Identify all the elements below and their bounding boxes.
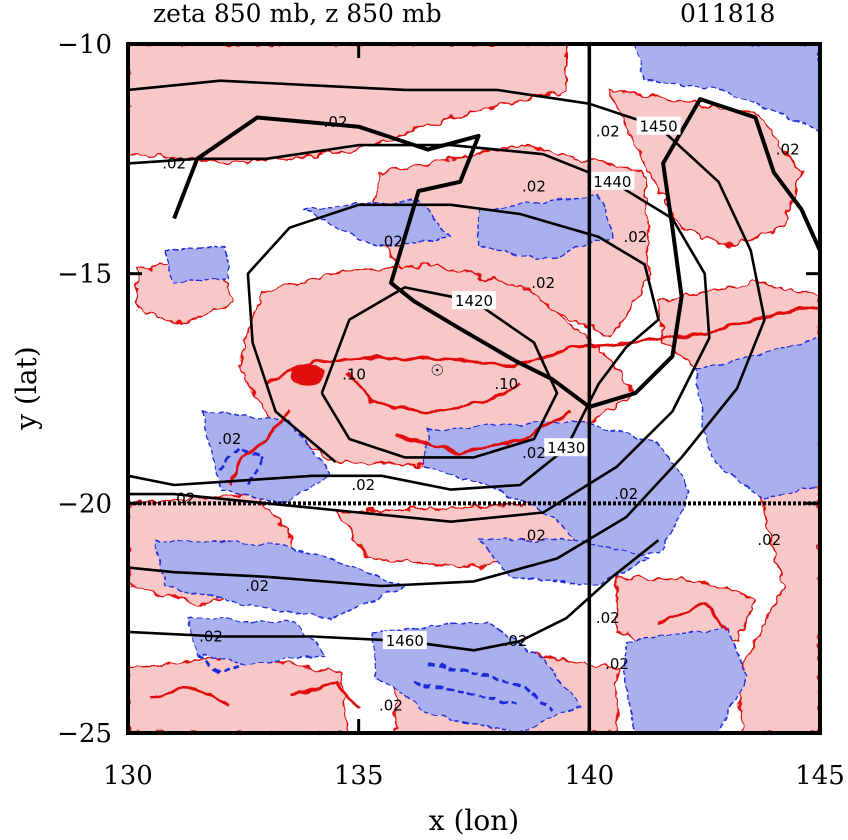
chart-title: zeta 850 mb, z 850 mb bbox=[153, 0, 442, 28]
vorticity-contour-label: .02 bbox=[504, 632, 528, 650]
negative-vorticity-region bbox=[371, 622, 581, 733]
vorticity-maximum bbox=[291, 363, 324, 386]
height-contour-label: 1460 bbox=[386, 632, 424, 650]
x-tick-label: 135 bbox=[334, 761, 384, 791]
vorticity-contour-label: .02 bbox=[522, 526, 546, 544]
positive-vorticity-contour bbox=[289, 681, 360, 711]
vorticity-contour-label: .02 bbox=[218, 430, 242, 448]
height-label-bg bbox=[590, 171, 635, 190]
vorticity-contour-label: .02 bbox=[624, 228, 648, 246]
y-tick-label: −25 bbox=[57, 719, 112, 749]
positive-vorticity-contour bbox=[657, 602, 729, 633]
height-label-bg bbox=[636, 116, 681, 135]
x-tick-label: 130 bbox=[103, 761, 153, 791]
height-contour-label: 1420 bbox=[455, 292, 493, 310]
vorticity-contour-label: .02 bbox=[522, 444, 546, 462]
vorticity-contour-label: .02 bbox=[596, 122, 620, 140]
vorticity-contour-label: .02 bbox=[776, 141, 800, 159]
vorticity-contour-label: .02 bbox=[522, 177, 546, 195]
height-contour-1440 bbox=[128, 143, 711, 523]
negative-vorticity-contour bbox=[196, 653, 244, 675]
plot-frame bbox=[126, 42, 822, 735]
vorticity-contour-label: .02 bbox=[379, 696, 403, 714]
height-contour-1450 bbox=[128, 79, 766, 588]
height-contour-label: 1450 bbox=[639, 118, 677, 136]
vorticity-contour-label: .10 bbox=[342, 366, 366, 384]
positive-vorticity-contour bbox=[348, 373, 521, 413]
typhoon-symbol: ☉ bbox=[430, 362, 443, 380]
positive-vorticity-contour bbox=[150, 685, 231, 707]
x-tick-label: 140 bbox=[565, 761, 615, 791]
negative-vorticity-contour bbox=[219, 446, 264, 486]
negative-vorticity-region bbox=[625, 626, 747, 733]
negative-vorticity-region bbox=[477, 539, 650, 587]
height-label-bg bbox=[382, 631, 427, 650]
vorticity-contour-label: .02 bbox=[351, 476, 375, 494]
y-tick-label: −15 bbox=[57, 260, 112, 290]
vorticity-contour-label: .02 bbox=[199, 628, 223, 646]
negative-vorticity-region bbox=[164, 245, 231, 284]
negative-vorticity-region bbox=[187, 617, 328, 665]
negative-vorticity-region bbox=[634, 44, 820, 132]
vorticity-contour-label: .02 bbox=[324, 113, 348, 131]
height-label-bg bbox=[544, 438, 589, 457]
height-contour-label: 1430 bbox=[547, 439, 585, 457]
vorticity-contour-label: .02 bbox=[531, 274, 555, 292]
x-axis-label: x (lon) bbox=[429, 804, 519, 837]
height-label-bg bbox=[452, 291, 496, 310]
vorticity-contour-label: .02 bbox=[596, 609, 620, 627]
x-axis: 130 135 140 145 bbox=[103, 44, 845, 791]
y-axis-label: y (lat) bbox=[10, 346, 43, 430]
positive-vorticity-contour bbox=[265, 304, 820, 386]
positive-vorticity-contour bbox=[228, 410, 291, 486]
positive-vorticity-region bbox=[128, 44, 568, 165]
negative-vorticity-contour bbox=[413, 681, 516, 707]
y-axis: −10 −15 −20 −25 bbox=[57, 30, 820, 749]
height-contour-1430 bbox=[128, 203, 660, 491]
vorticity-contour-label: .02 bbox=[605, 655, 629, 673]
negative-vorticity-contour bbox=[427, 662, 554, 712]
vorticity-contour-label: .02 bbox=[162, 154, 186, 172]
thick-outline-contour bbox=[172, 97, 820, 409]
vorticity-contour-label: .02 bbox=[379, 233, 403, 251]
vorticity-contour-label: .02 bbox=[614, 485, 638, 503]
vorticity-contour-label: .10 bbox=[494, 375, 518, 393]
negative-vorticity-region bbox=[694, 337, 820, 500]
height-contour-1420 bbox=[320, 286, 559, 459]
vorticity-contour-label: .02 bbox=[245, 577, 269, 595]
x-tick-label: 145 bbox=[795, 761, 845, 791]
y-tick-label: −20 bbox=[57, 489, 112, 519]
y-tick-label: −10 bbox=[57, 30, 112, 60]
height-contour-1460 bbox=[128, 539, 660, 652]
vorticity-field: 1420 1430 1440 1450 1460 .02 .02 .02 .02 .02 .02 .0… bbox=[128, 44, 820, 733]
height-contour-label: 1440 bbox=[593, 173, 631, 191]
positive-vorticity-contour bbox=[395, 410, 572, 455]
date-label: 011818 bbox=[680, 0, 775, 28]
vorticity-contour-label: .02 bbox=[757, 531, 781, 549]
